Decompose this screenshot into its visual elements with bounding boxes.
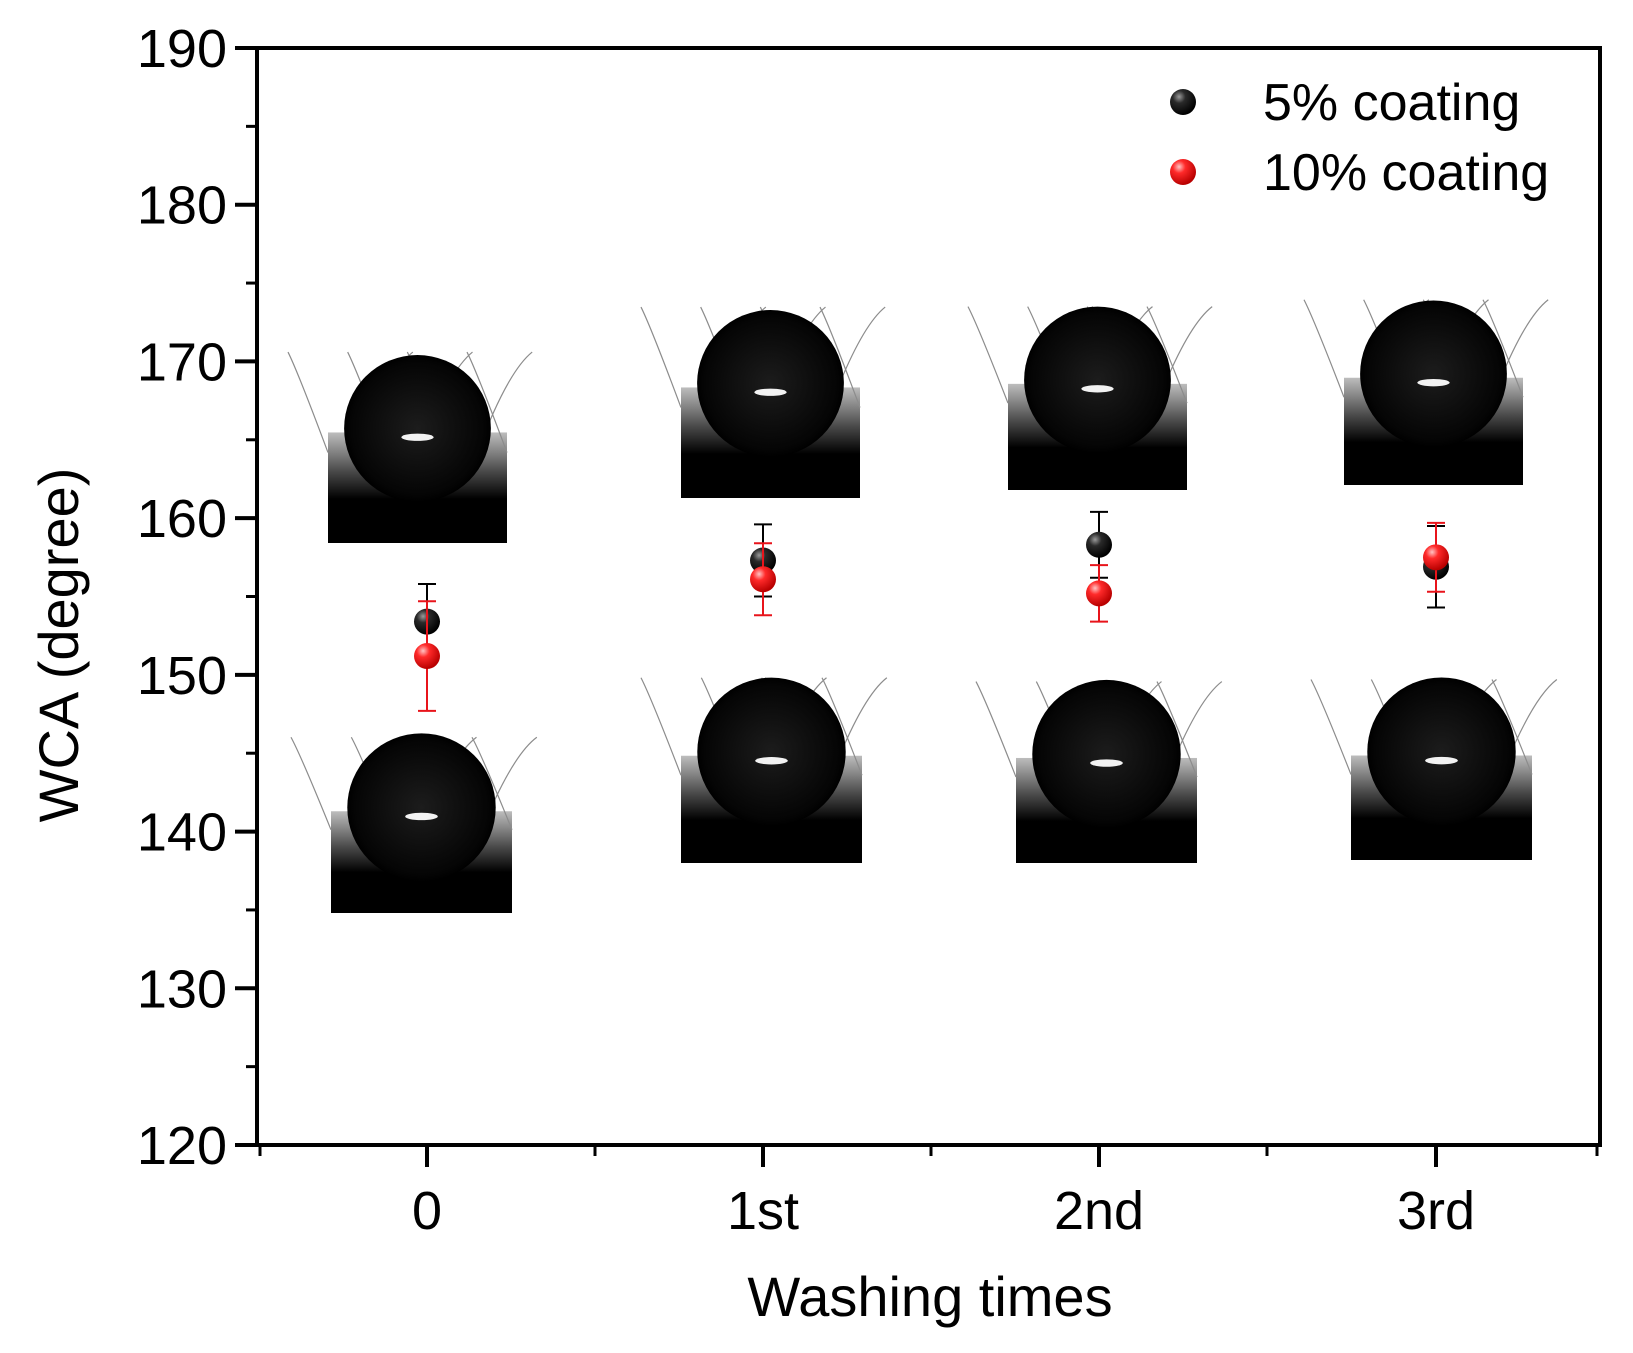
inset-droplet-highlight	[754, 388, 787, 396]
x-axis-title: Washing times	[747, 1265, 1112, 1328]
y-tick-label: 130	[137, 959, 227, 1019]
plot-axes	[255, 46, 1602, 1147]
data-point	[750, 566, 776, 593]
droplet-inset-photo	[640, 306, 886, 498]
inset-droplet-highlight	[755, 757, 788, 765]
inset-fiber	[1482, 299, 1524, 398]
inset-droplet	[1367, 677, 1516, 826]
inset-fiber	[287, 351, 329, 453]
inset-fiber	[1156, 681, 1198, 778]
x-tick-label: 1st	[727, 1181, 799, 1241]
droplet-inset-photo	[967, 306, 1213, 490]
inset-fiber	[290, 736, 332, 830]
plot-frame	[255, 46, 1602, 1147]
inset-droplet-highlight	[1417, 378, 1450, 387]
legend-label-10pct: 10% coating	[1263, 144, 1549, 202]
y-axis-ticks: 120 130 140 150 160 170 180 190	[137, 19, 257, 1176]
inset-droplet-highlight	[1425, 756, 1458, 765]
y-tick-label: 120	[137, 1116, 227, 1176]
data-point	[1423, 544, 1449, 571]
inset-droplet	[347, 733, 496, 882]
inset-droplet-highlight	[405, 812, 438, 821]
y-tick-label: 150	[137, 646, 227, 706]
droplet-inset-photo	[640, 677, 888, 863]
y-axis-title: WCA (degree)	[27, 468, 90, 823]
inset-fiber	[967, 306, 1009, 404]
data-point	[1086, 531, 1112, 558]
inset-fiber	[1146, 306, 1188, 404]
y-tick-label: 190	[137, 19, 227, 79]
inset-droplet	[1024, 306, 1171, 454]
legend-marker-5pct	[1170, 89, 1196, 115]
data-point	[1086, 580, 1112, 607]
x-tick-label: 3rd	[1397, 1181, 1475, 1241]
inset-droplet	[344, 355, 491, 502]
droplet-inset-photo	[287, 351, 533, 543]
inset-fiber	[471, 736, 513, 830]
inset-fiber	[821, 677, 863, 776]
droplet-inset-photo	[290, 733, 538, 913]
data-point	[414, 643, 440, 670]
droplet-inset-photo	[1303, 299, 1549, 485]
x-axis-ticks: 0 1st 2nd 3rd	[258, 1145, 1599, 1241]
y-tick-label: 170	[137, 332, 227, 392]
legend-label-5pct: 5% coating	[1263, 74, 1520, 132]
inset-fiber	[466, 351, 508, 453]
inset-fiber	[640, 677, 682, 776]
inset-fiber	[975, 681, 1017, 778]
y-tick-label: 140	[137, 803, 227, 863]
y-tick-label: 180	[137, 176, 227, 236]
inset-droplet-highlight	[401, 433, 434, 441]
legend: 5% coating 10% coating	[1170, 74, 1549, 202]
droplet-inset-photo	[1310, 677, 1558, 860]
x-tick-label: 0	[412, 1181, 442, 1241]
inset-droplet-highlight	[1081, 385, 1114, 393]
inset-fiber	[1491, 679, 1533, 775]
y-tick-label: 160	[137, 489, 227, 549]
droplet-insets	[287, 299, 1558, 913]
inset-fiber	[640, 306, 682, 408]
inset-fiber	[819, 306, 861, 408]
x-tick-label: 2nd	[1054, 1181, 1144, 1241]
inset-droplet	[1360, 300, 1507, 448]
data-marks	[414, 510, 1449, 712]
inset-fiber	[1310, 679, 1352, 775]
inset-droplet	[697, 310, 844, 457]
inset-droplet	[1032, 679, 1181, 829]
legend-marker-10pct	[1170, 159, 1196, 185]
inset-fiber	[1303, 299, 1345, 398]
droplet-inset-photo	[975, 679, 1223, 863]
inset-droplet	[697, 677, 846, 827]
inset-droplet-highlight	[1090, 759, 1123, 767]
